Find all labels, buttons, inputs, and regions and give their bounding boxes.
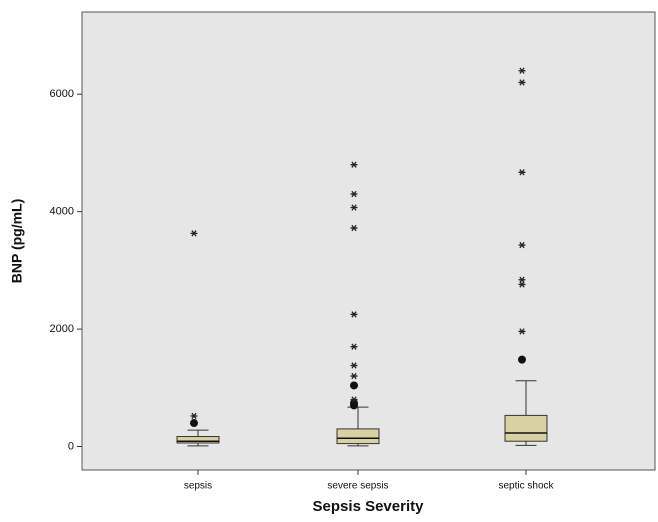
- x-tick-label: septic shock: [498, 481, 554, 492]
- y-tick-label: 6000: [50, 88, 74, 100]
- y-tick-label: 0: [68, 440, 74, 452]
- extreme: [350, 311, 358, 318]
- y-tick-label: 4000: [50, 206, 74, 218]
- box: [176, 436, 220, 444]
- extreme: [350, 372, 358, 380]
- extreme: [350, 204, 358, 211]
- box: [504, 414, 548, 442]
- outlier: [518, 355, 526, 364]
- outlier: [350, 381, 358, 390]
- y-axis-label: BNP (pg/mL): [9, 199, 25, 284]
- x-tick-label: sepsis: [184, 481, 212, 492]
- x-axis-label: Sepsis Severity: [313, 498, 425, 515]
- extreme: [190, 412, 198, 420]
- extreme: [350, 190, 358, 198]
- y-tick-label: 2000: [50, 323, 74, 335]
- extreme: [350, 224, 358, 232]
- extreme: [518, 169, 526, 176]
- outlier: [350, 399, 358, 408]
- box: [336, 428, 380, 445]
- extreme: [518, 328, 526, 335]
- extreme: [350, 362, 358, 369]
- x-tick-label: severe sepsis: [327, 481, 388, 492]
- extreme: [518, 67, 526, 74]
- extreme: [350, 161, 358, 168]
- extreme: [518, 281, 526, 288]
- outlier: [190, 419, 198, 428]
- plot-area: [81, 11, 656, 471]
- extreme: [350, 343, 358, 350]
- extreme: [518, 241, 526, 249]
- extreme: [518, 79, 526, 86]
- extreme: [190, 230, 198, 237]
- extreme: [350, 396, 358, 403]
